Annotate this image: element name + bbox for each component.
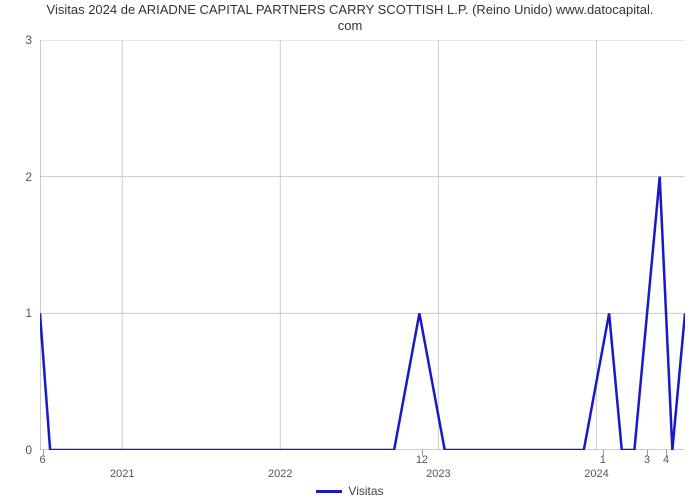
x-major-label: 2024: [584, 468, 608, 480]
x-minor-label: 12: [416, 454, 428, 466]
x-minor-label: 4: [663, 454, 669, 466]
y-tick-label: 2: [8, 170, 32, 184]
chart-container: Visitas 2024 de ARIADNE CAPITAL PARTNERS…: [0, 0, 700, 500]
y-tick-label: 0: [8, 443, 32, 457]
plot-area: [40, 40, 685, 450]
x-major-label: 2023: [426, 468, 450, 480]
x-major-label: 2022: [268, 468, 292, 480]
chart-title-line1: Visitas 2024 de ARIADNE CAPITAL PARTNERS…: [47, 2, 654, 17]
chart-title: Visitas 2024 de ARIADNE CAPITAL PARTNERS…: [0, 2, 700, 35]
x-major-label: 2021: [110, 468, 134, 480]
legend-swatch: [316, 490, 342, 493]
x-minor-label: 1: [600, 454, 606, 466]
y-tick-label: 1: [8, 306, 32, 320]
x-minor-label: 3: [644, 454, 650, 466]
chart-title-line2: com: [338, 18, 363, 33]
x-minor-label: 6: [39, 454, 45, 466]
legend-label: Visitas: [348, 484, 383, 498]
legend: Visitas: [0, 484, 700, 498]
y-tick-label: 3: [8, 33, 32, 47]
